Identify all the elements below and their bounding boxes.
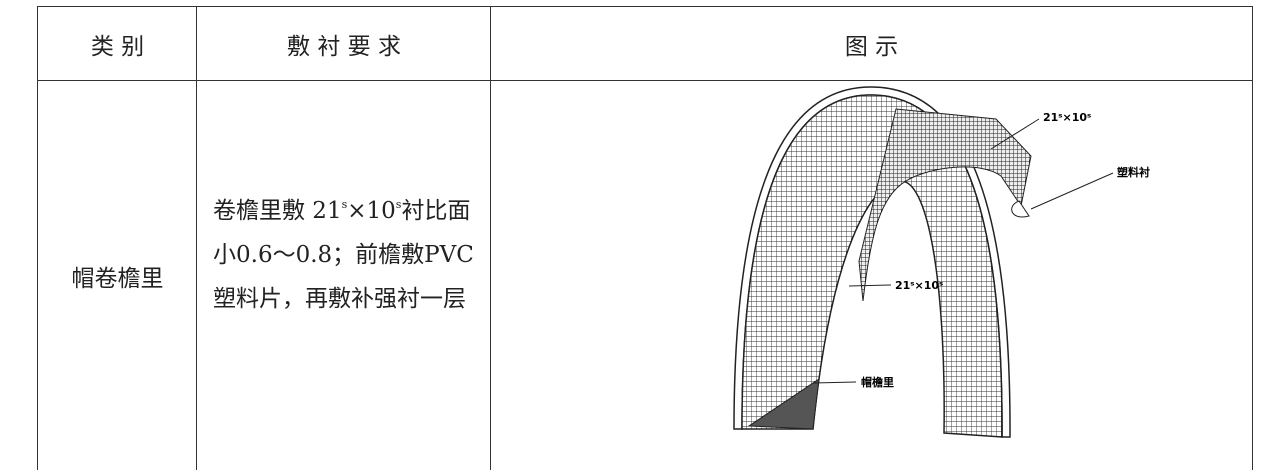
- body-cell: 21ˢ×10ˢ 塑料衬 21ˢ×10ˢ 帽檐里: [490, 80, 1253, 470]
- category-text: 帽卷檐里: [71, 265, 164, 292]
- figure-label: 塑料衬: [1117, 165, 1150, 179]
- text-run: ×10: [347, 198, 396, 224]
- header-cell: 类 别: [37, 6, 197, 81]
- text-run: 衬比面小0.6～0.8；前檐敷PVC塑料片，再敷补强衬一层: [213, 198, 474, 312]
- figure: 21ˢ×10ˢ 塑料衬 21ˢ×10ˢ 帽檐里: [733, 86, 1150, 438]
- body-cell: 卷檐里敷 21s×10s衬比面小0.6～0.8；前檐敷PVC塑料片，再敷补强衬一…: [196, 80, 491, 470]
- lining-band: [741, 94, 1003, 438]
- leader-line: [812, 381, 857, 384]
- header-text: 类 别: [90, 34, 145, 60]
- header-text: 敷 衬 要 求: [287, 34, 401, 60]
- header-cell: 敷 衬 要 求: [196, 6, 491, 81]
- figure-label: 21ˢ×10ˢ: [1043, 111, 1091, 124]
- superscript: s: [395, 198, 402, 211]
- superscript: s: [341, 198, 348, 211]
- plastic-gap: [1011, 200, 1030, 218]
- figure-label: 帽檐里: [861, 375, 894, 389]
- requirement-text: 卷檐里敷 21s×10s衬比面小0.6～0.8；前檐敷PVC塑料片，再敷补强衬一…: [213, 189, 485, 321]
- header-text: 图 示: [844, 34, 899, 60]
- leader-line: [848, 284, 892, 287]
- brim-patch: [747, 377, 820, 430]
- leader-line: [1030, 172, 1114, 210]
- header-cell: 图 示: [490, 6, 1253, 81]
- text-run: 卷檐里敷 21: [213, 198, 342, 224]
- figure-label: 21ˢ×10ˢ: [895, 279, 943, 292]
- leader-line: [990, 118, 1040, 150]
- body-cell: 帽卷檐里: [37, 80, 197, 470]
- inner-patch: [858, 108, 1032, 302]
